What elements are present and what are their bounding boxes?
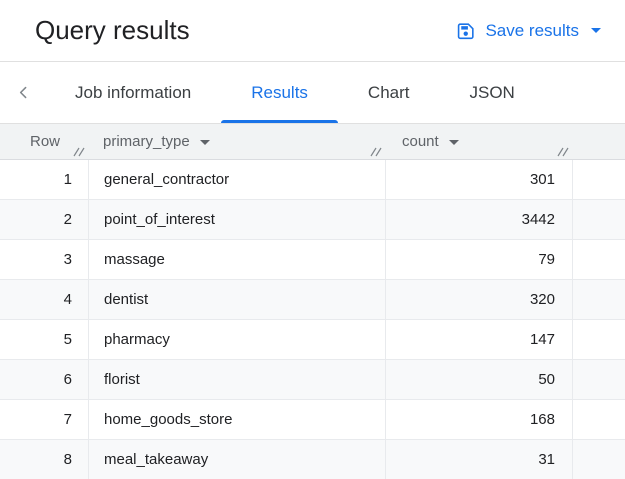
table-row: 4 dentist 320 bbox=[0, 280, 625, 320]
row-number-cell: 4 bbox=[63, 291, 72, 308]
count-cell: 168 bbox=[385, 400, 572, 439]
column-header-count[interactable]: count bbox=[385, 124, 572, 159]
column-resize-handle[interactable] bbox=[370, 145, 383, 157]
row-number-cell: 3 bbox=[63, 251, 72, 268]
save-icon bbox=[456, 21, 476, 41]
table-row: 8 meal_takeaway 31 bbox=[0, 440, 625, 479]
column-header-row: Row bbox=[0, 124, 88, 159]
empty-cell bbox=[572, 200, 625, 239]
results-tabbar: Job information Results Chart JSON bbox=[0, 62, 625, 124]
empty-cell bbox=[572, 240, 625, 279]
column-menu-caret-icon[interactable] bbox=[448, 140, 459, 145]
primary-type-cell: florist bbox=[88, 360, 385, 399]
count-cell: 3442 bbox=[385, 200, 572, 239]
table-row: 7 home_goods_store 168 bbox=[0, 400, 625, 440]
tab-label: Chart bbox=[367, 82, 410, 102]
empty-cell bbox=[572, 440, 625, 479]
row-number-cell: 2 bbox=[63, 211, 72, 228]
scroll-tabs-left-button[interactable] bbox=[15, 62, 45, 123]
count-cell: 50 bbox=[385, 360, 572, 399]
results-table-body: 1 general_contractor 301 2 point_of_inte… bbox=[0, 160, 625, 479]
empty-cell bbox=[572, 280, 625, 319]
column-menu-caret-icon[interactable] bbox=[199, 140, 210, 145]
primary-type-cell: point_of_interest bbox=[88, 200, 385, 239]
tab-label: JSON bbox=[469, 82, 515, 102]
tab-label: Results bbox=[251, 82, 308, 102]
primary-type-cell: pharmacy bbox=[88, 320, 385, 359]
page-title: Query results bbox=[35, 15, 190, 45]
row-number-cell: 1 bbox=[63, 171, 72, 188]
table-row: 6 florist 50 bbox=[0, 360, 625, 400]
column-header-primary-type[interactable]: primary_type bbox=[88, 124, 385, 159]
empty-cell bbox=[572, 360, 625, 399]
column-header-spacer bbox=[572, 124, 625, 159]
count-cell: 301 bbox=[385, 160, 572, 199]
tab-results[interactable]: Results bbox=[221, 62, 338, 123]
primary-type-cell: general_contractor bbox=[88, 160, 385, 199]
dropdown-caret-icon bbox=[591, 28, 601, 33]
row-number-cell: 5 bbox=[63, 331, 72, 348]
tab-label: Job information bbox=[75, 82, 192, 102]
empty-cell bbox=[572, 400, 625, 439]
save-results-button[interactable]: Save results bbox=[450, 17, 607, 45]
primary-type-cell: dentist bbox=[88, 280, 385, 319]
count-cell: 31 bbox=[385, 440, 572, 479]
save-results-label: Save results bbox=[485, 20, 579, 40]
primary-type-cell: massage bbox=[88, 240, 385, 279]
row-number-cell: 6 bbox=[63, 371, 72, 388]
row-number-cell: 7 bbox=[63, 411, 72, 428]
column-resize-handle[interactable] bbox=[557, 145, 570, 157]
chevron-left-icon bbox=[15, 84, 32, 101]
count-cell: 147 bbox=[385, 320, 572, 359]
primary-type-cell: home_goods_store bbox=[88, 400, 385, 439]
table-header-row: Row primary_type count bbox=[0, 124, 625, 160]
tab-json[interactable]: JSON bbox=[440, 62, 545, 123]
titlebar: Query results Save results bbox=[0, 0, 625, 62]
empty-cell bbox=[572, 320, 625, 359]
count-cell: 320 bbox=[385, 280, 572, 319]
table-row: 3 massage 79 bbox=[0, 240, 625, 280]
column-label: count bbox=[402, 133, 439, 150]
empty-cell bbox=[572, 160, 625, 199]
tab-job-information[interactable]: Job information bbox=[45, 62, 221, 123]
column-label: primary_type bbox=[103, 133, 190, 150]
table-row: 1 general_contractor 301 bbox=[0, 160, 625, 200]
primary-type-cell: meal_takeaway bbox=[88, 440, 385, 479]
column-label: Row bbox=[30, 133, 61, 150]
tab-chart[interactable]: Chart bbox=[338, 62, 440, 123]
count-cell: 79 bbox=[385, 240, 572, 279]
table-row: 5 pharmacy 147 bbox=[0, 320, 625, 360]
table-row: 2 point_of_interest 3442 bbox=[0, 200, 625, 240]
active-tab-underline bbox=[221, 120, 338, 123]
row-number-cell: 8 bbox=[63, 451, 72, 468]
column-resize-handle[interactable] bbox=[73, 145, 86, 157]
